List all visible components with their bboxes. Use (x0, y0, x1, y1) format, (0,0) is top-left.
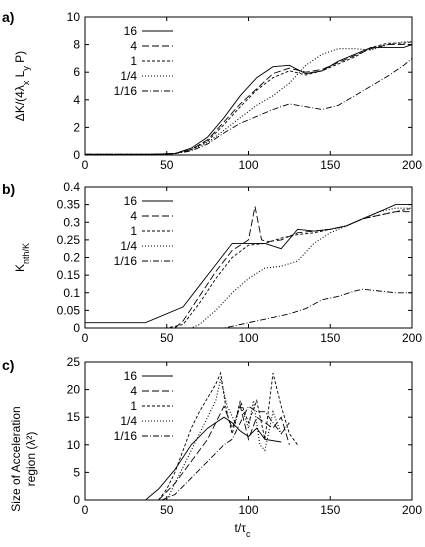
y-tick-label: 10 (67, 10, 81, 24)
y-tick-label: 0.35 (57, 198, 81, 212)
y-tick-label: 4 (73, 93, 80, 107)
legend-entry-label: 1/16 (114, 84, 138, 98)
series-line-4 (85, 206, 412, 328)
x-tick-label: 100 (238, 158, 258, 172)
series-line-4 (158, 404, 290, 500)
y-tick-label: 0.05 (57, 303, 81, 317)
legend-entry-label: 1/16 (114, 429, 138, 443)
legend-entry-label: 16 (124, 369, 138, 383)
y-axis-label: Knth/K (13, 243, 31, 272)
series-line-16 (145, 416, 282, 500)
x-tick-label: 50 (160, 331, 174, 345)
x-tick-label: 50 (160, 158, 174, 172)
panel-c: c) 0 50 100 150 200 0 5 10 15 20 25 Size of Accelera… (2, 355, 422, 539)
series-line-1-over-16 (85, 58, 412, 155)
legend-entry-label: 1 (130, 224, 137, 238)
y-tick-label: 8 (73, 38, 80, 52)
legend-entry-label: 1/16 (114, 254, 138, 268)
x-tick-label: 150 (320, 503, 340, 517)
y-tick-label: 0.3 (63, 215, 80, 229)
x-tick-label: 100 (238, 331, 258, 345)
x-tick-label: 0 (82, 331, 89, 345)
panel-label: a) (2, 9, 14, 25)
x-tick-label: 200 (402, 331, 422, 345)
y-tick-label: 0.25 (57, 233, 81, 247)
series-group (85, 204, 412, 328)
x-tick-label: 100 (238, 503, 258, 517)
series-group (85, 41, 412, 155)
series-line-1 (85, 41, 412, 155)
series-line-16 (85, 44, 412, 155)
y-tick-label: 0.15 (57, 268, 81, 282)
legend-entry-label: 4 (130, 39, 137, 53)
y-tick-label: 0 (73, 493, 80, 507)
x-tick-label: 0 (82, 158, 89, 172)
series-line-1 (158, 371, 298, 500)
series-group (145, 371, 298, 500)
y-tick-label: 0 (73, 148, 80, 162)
y-tick-label: 2 (73, 120, 80, 134)
series-line-1-over-16 (161, 405, 290, 500)
panel-b: b)0 50 100 150 20000.050.10.150.20.250.30.35… (2, 180, 422, 345)
y-tick-label: 0.4 (63, 180, 80, 194)
y-axis-label: Size of Accelerationregion (λ²) (9, 406, 38, 511)
legend-entry-label: 1/4 (120, 239, 137, 253)
series-line-1-over-16 (85, 288, 412, 328)
y-tick-label: 20 (67, 383, 81, 397)
y-tick-label: 0 (73, 321, 80, 335)
y-tick-label: 6 (73, 65, 80, 79)
panel-label: c) (2, 357, 14, 373)
series-line-1 (85, 207, 412, 328)
x-tick-label: 200 (402, 158, 422, 172)
y-tick-label: 0.1 (63, 286, 80, 300)
series-line-4 (85, 44, 412, 155)
legend-entry-label: 4 (130, 209, 137, 223)
x-tick-label: 0 (82, 503, 89, 517)
x-tick-label: 150 (320, 158, 340, 172)
x-tick-label: 50 (160, 503, 174, 517)
x-axis-label: t/τc (235, 521, 251, 539)
legend-entry-label: 1/4 (120, 414, 137, 428)
x-tick-label: 200 (402, 503, 422, 517)
x-tick-label: 150 (320, 331, 340, 345)
legend-entry-label: 1/4 (120, 69, 137, 83)
legend-entry-label: 16 (124, 24, 138, 38)
y-axis-label: ΔK/(4λx Ly P) (13, 51, 31, 121)
legend-entry-label: 1 (130, 54, 137, 68)
y-tick-label: 15 (67, 410, 81, 424)
y-tick-label: 10 (67, 438, 81, 452)
legend-entry-label: 16 (124, 194, 138, 208)
legend-entry-label: 1 (130, 399, 137, 413)
y-tick-label: 5 (73, 465, 80, 479)
series-line-16 (85, 204, 412, 324)
panel-label: b) (2, 181, 15, 197)
legend-entry-label: 4 (130, 384, 137, 398)
y-tick-label: 25 (67, 355, 81, 369)
y-tick-label: 0.2 (63, 251, 80, 265)
